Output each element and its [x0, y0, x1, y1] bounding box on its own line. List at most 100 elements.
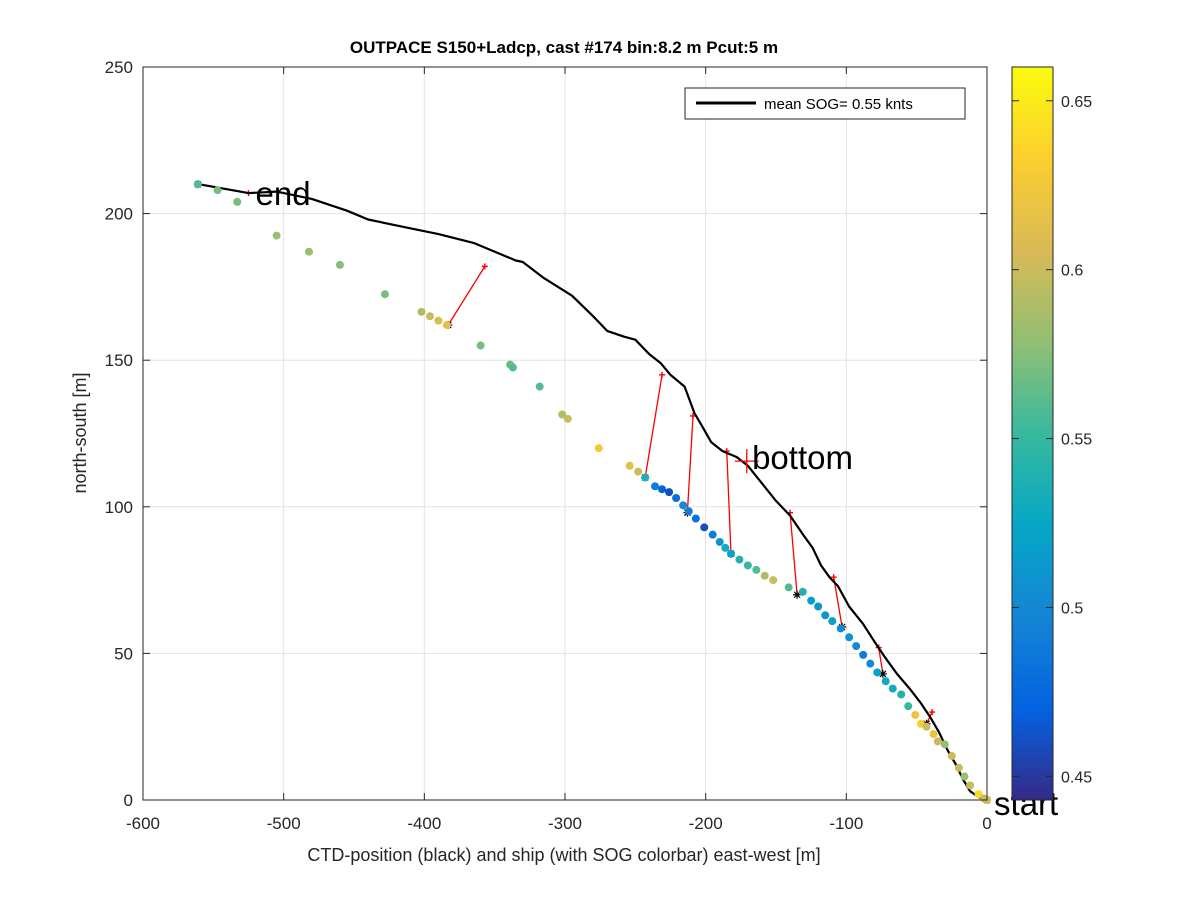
- ship-point: [947, 752, 956, 761]
- ship-point: [434, 316, 443, 325]
- ship-point: [814, 602, 823, 611]
- ship-point: [594, 444, 603, 453]
- connection-line: [833, 577, 843, 628]
- x-tick-label: -600: [126, 814, 160, 833]
- ship-point: [380, 290, 389, 299]
- ship-point: [904, 702, 913, 711]
- ship-track-points: [193, 180, 991, 804]
- ship-marker: [793, 590, 802, 599]
- ship-point: [476, 341, 485, 350]
- ship-point: [929, 730, 938, 739]
- connection-line: [447, 266, 486, 326]
- ship-point: [708, 530, 717, 539]
- ship-point: [721, 543, 730, 552]
- connection-line: [686, 415, 694, 513]
- ctd-marker: [481, 263, 488, 270]
- connection-line: [925, 711, 933, 725]
- colorbar: 0.45 0.5 0.55 0.6 0.65: [1011, 66, 1092, 801]
- legend-label: mean SOG= 0.55 knts: [764, 96, 913, 113]
- ship-point: [974, 790, 983, 799]
- ctd-track: [199, 183, 988, 802]
- ship-point: [940, 740, 949, 749]
- ship-point: [233, 197, 242, 206]
- y-tick-label: 0: [124, 791, 133, 810]
- ship-point: [335, 260, 344, 269]
- y-tick-label: 100: [105, 498, 133, 517]
- ship-point: [558, 410, 567, 419]
- ship-point: [715, 537, 724, 546]
- ship-point: [563, 414, 572, 423]
- axis-ticks: -600 -500 -400 -300 -200 -100 0 0 50 100 150 200 250: [105, 58, 992, 833]
- ship-point: [911, 710, 920, 719]
- plot-frame: [142, 66, 988, 801]
- ship-point: [658, 485, 667, 494]
- colorbar-ticks: 0.45 0.5 0.55 0.6 0.65: [1012, 94, 1092, 786]
- ctd-ship-connections: [193, 180, 991, 804]
- connection-line: [644, 374, 663, 478]
- x-tick-label: -500: [267, 814, 301, 833]
- ship-point: [760, 571, 769, 580]
- ship-point: [897, 690, 906, 699]
- ship-point: [641, 473, 650, 482]
- ship-point: [726, 549, 735, 558]
- ctd-marker: [659, 371, 666, 378]
- y-tick-label: 150: [105, 351, 133, 370]
- ship-point: [807, 596, 816, 605]
- colorbar-tick-label: 0.5: [1061, 600, 1083, 617]
- ship-point: [960, 772, 969, 781]
- ship-point: [859, 650, 868, 659]
- ship-point: [769, 576, 778, 585]
- x-axis-label: CTD-position (black) and ship (with SOG …: [307, 845, 820, 865]
- ship-point: [966, 781, 975, 790]
- x-tick-label: -400: [407, 814, 441, 833]
- x-tick-label: -300: [548, 814, 582, 833]
- ship-point: [752, 565, 761, 574]
- y-tick-label: 50: [114, 644, 133, 663]
- x-tick-label: 0: [982, 814, 991, 833]
- ship-point: [535, 382, 544, 391]
- colorbar-tick-label: 0.55: [1061, 432, 1092, 449]
- connection-line: [789, 512, 798, 595]
- ship-point: [873, 668, 882, 677]
- ship-point: [735, 555, 744, 564]
- colorbar-gradient: [1011, 66, 1054, 801]
- ship-point: [691, 514, 700, 523]
- ship-point: [425, 312, 434, 321]
- ship-point: [272, 231, 281, 240]
- colorbar-tick-label: 0.45: [1061, 769, 1092, 786]
- colorbar-tick-label: 0.65: [1061, 94, 1092, 111]
- ship-point: [684, 507, 693, 516]
- connection-line: [726, 451, 732, 554]
- ship-point: [836, 624, 845, 633]
- y-tick-label: 250: [105, 58, 133, 77]
- connection-line: [878, 647, 884, 675]
- x-tick-label: -100: [829, 814, 863, 833]
- ship-point: [821, 611, 830, 620]
- ship-point: [651, 482, 660, 491]
- y-axis-label: north-south [m]: [70, 372, 90, 493]
- ship-point: [845, 633, 854, 642]
- ship-point: [866, 659, 875, 668]
- ship-point: [784, 583, 793, 592]
- ship-point: [672, 494, 681, 503]
- ship-point: [508, 363, 517, 372]
- ship-point: [743, 561, 752, 570]
- chart-title: OUTPACE S150+Ladcp, cast #174 bin:8.2 m …: [350, 38, 778, 57]
- ship-point: [881, 677, 890, 686]
- ctd-track-line: [199, 183, 988, 802]
- ctd-marker: [929, 709, 936, 716]
- ship-point: [665, 488, 674, 497]
- ship-point: [922, 722, 931, 731]
- x-tick-label: -200: [689, 814, 723, 833]
- bottom-marker: [734, 449, 759, 474]
- ship-point: [417, 307, 426, 316]
- ship-point: [625, 461, 634, 470]
- annotation-bottom: bottom: [752, 439, 853, 476]
- ship-point: [852, 642, 861, 651]
- annotation-end: end: [256, 175, 311, 212]
- ship-point: [828, 617, 837, 626]
- ship-point: [634, 467, 643, 476]
- ship-point: [213, 186, 222, 195]
